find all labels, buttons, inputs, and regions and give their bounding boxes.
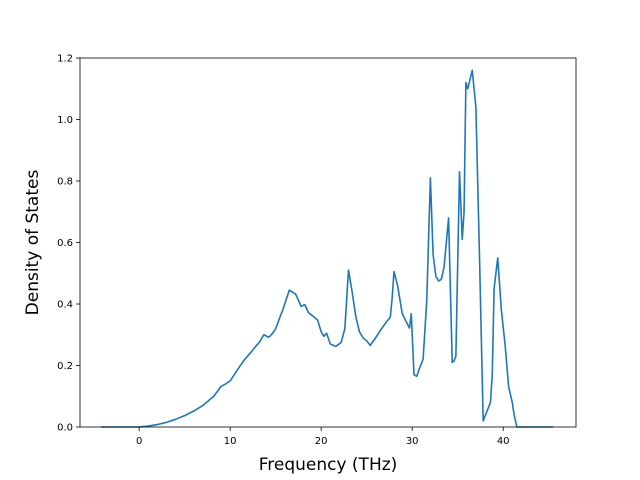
y-tick-label: 0.6 (57, 238, 73, 249)
y-tick-label: 1.2 (57, 54, 73, 65)
x-tick-label: 10 (224, 436, 237, 447)
x-axis: 0 10 20 30 40 (136, 427, 510, 447)
y-axis: 0.0 0.2 0.4 0.6 0.8 1.0 1.2 (57, 54, 80, 434)
y-tick-label: 0.2 (57, 361, 73, 372)
y-tick-label: 1.0 (57, 115, 73, 126)
x-tick-label: 20 (315, 436, 328, 447)
x-tick-label: 40 (497, 436, 510, 447)
y-tick-label: 0.8 (57, 177, 73, 188)
x-tick-label: 0 (136, 436, 142, 447)
plot-frame (79, 57, 577, 428)
y-tick-label: 0.0 (57, 423, 73, 434)
y-tick-label: 0.4 (57, 300, 73, 311)
y-axis-label: Density of States (23, 170, 43, 316)
x-tick-label: 30 (406, 436, 419, 447)
series-line-0 (100, 69, 554, 428)
series-layer (100, 69, 554, 428)
x-axis-label: Frequency (THz) (259, 455, 398, 475)
